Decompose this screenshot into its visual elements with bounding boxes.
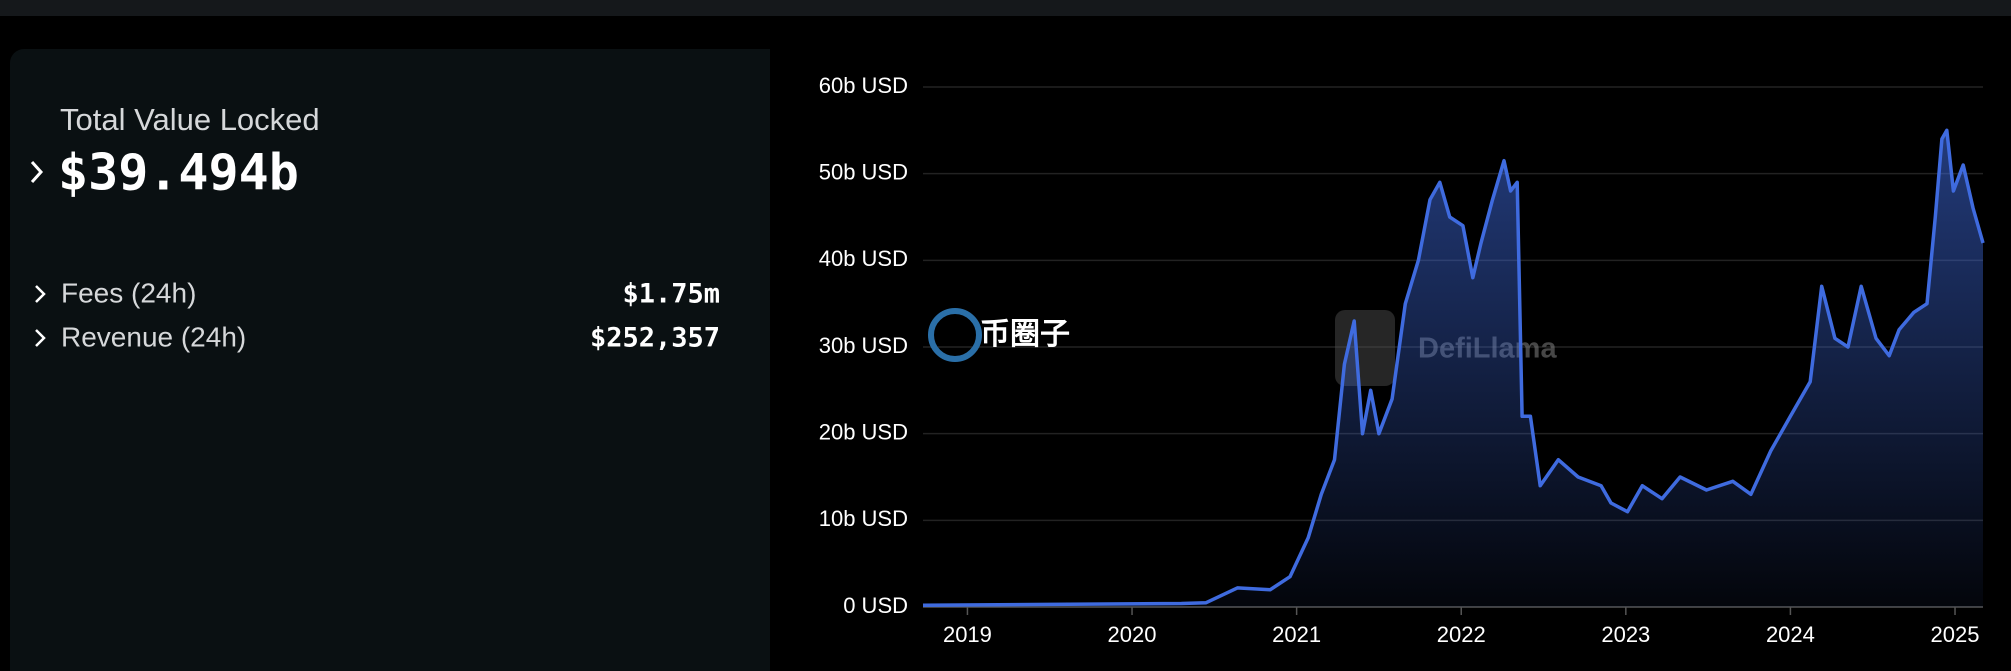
x-tick-label: 2025 xyxy=(1931,622,1980,647)
x-tick-label: 2022 xyxy=(1437,622,1486,647)
y-tick-label: 0 USD xyxy=(843,593,908,618)
summary-panel xyxy=(10,49,800,671)
watermark-logo xyxy=(928,308,982,362)
x-tick-label: 2021 xyxy=(1272,622,1321,647)
x-tick-label: 2024 xyxy=(1766,622,1815,647)
y-tick-label: 30b USD xyxy=(819,333,908,358)
x-tick-label: 2023 xyxy=(1601,622,1650,647)
panel-title: Total Value Locked xyxy=(60,102,320,137)
panel-value: $39.494b xyxy=(58,144,299,202)
y-tick-label: 50b USD xyxy=(819,159,908,184)
y-tick-label: 60b USD xyxy=(819,73,908,98)
expand-icon[interactable] xyxy=(30,160,44,184)
row-label[interactable]: Revenue (24h) xyxy=(61,321,246,352)
y-tick-label: 20b USD xyxy=(819,419,908,444)
row-value: $252,357 xyxy=(590,323,720,354)
watermark: 币圈子 xyxy=(980,318,1070,351)
x-tick-label: 2019 xyxy=(943,622,992,647)
expand-icon[interactable] xyxy=(35,285,46,303)
y-tick-label: 10b USD xyxy=(819,506,908,531)
row-value: $1.75m xyxy=(622,279,720,310)
y-tick-label: 40b USD xyxy=(819,246,908,271)
top-bar xyxy=(0,0,2011,16)
x-tick-label: 2020 xyxy=(1108,622,1157,647)
expand-icon[interactable] xyxy=(35,329,46,347)
row-label[interactable]: Fees (24h) xyxy=(61,277,196,308)
series-line xyxy=(922,128,1985,608)
